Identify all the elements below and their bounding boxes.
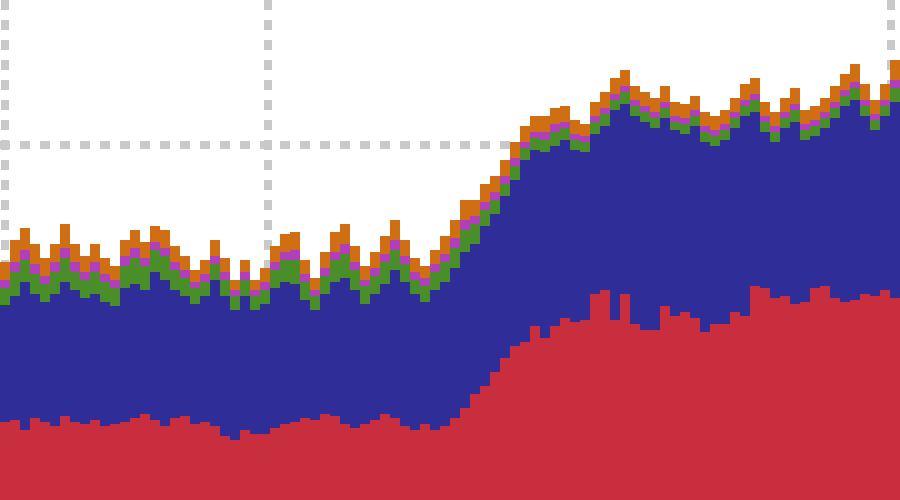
stacked-area-chart	[0, 0, 900, 500]
